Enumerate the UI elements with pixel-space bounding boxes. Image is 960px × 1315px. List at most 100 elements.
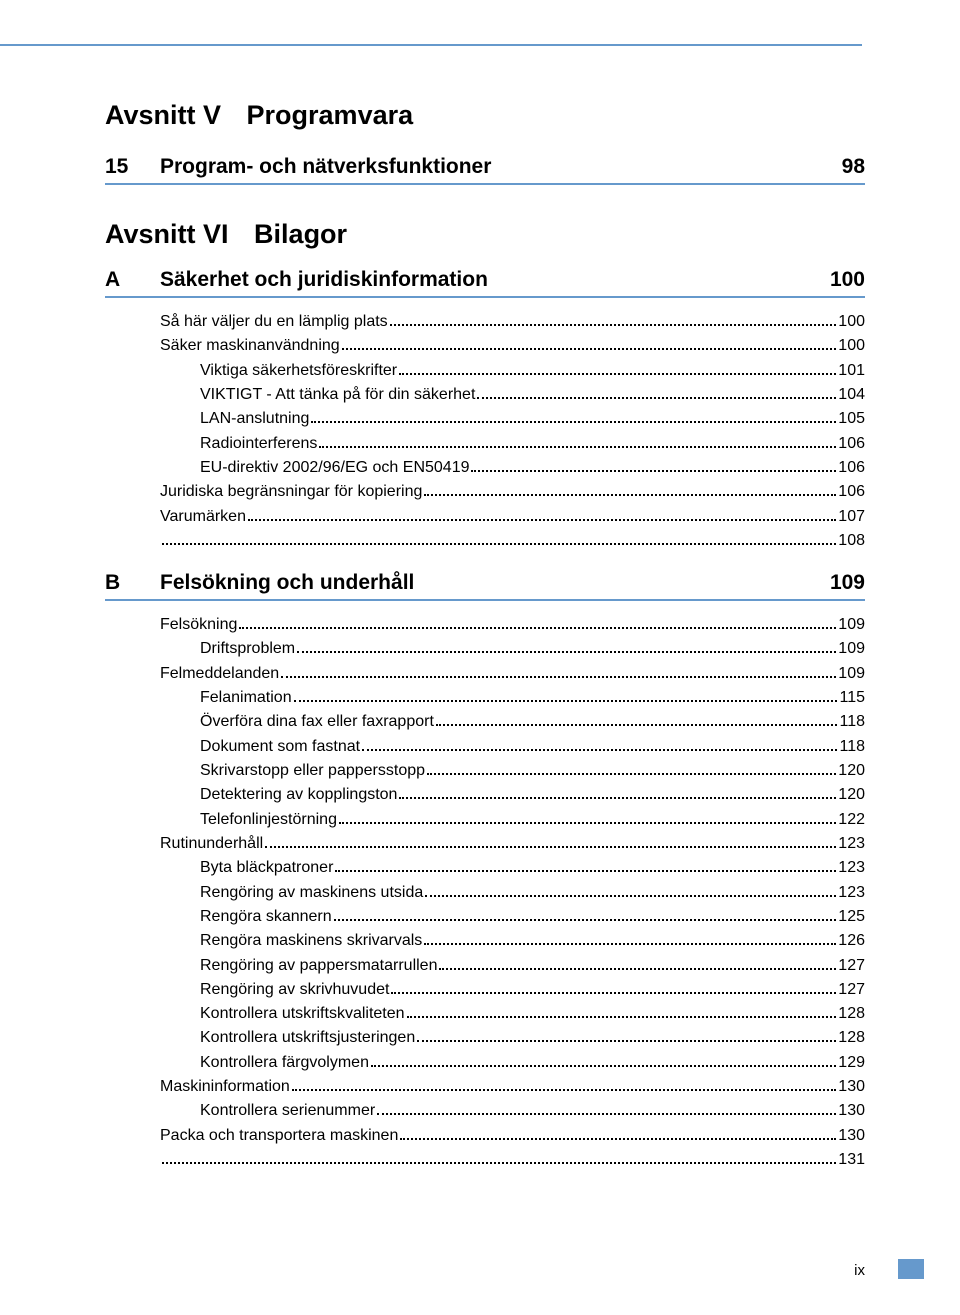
chapter-title: Program- och nätverksfunktioner <box>160 155 834 179</box>
leader-dots <box>265 846 836 848</box>
leader-dots <box>162 1162 836 1164</box>
toc-entry-label: Dokument som fastnat <box>200 735 360 759</box>
toc-entry-page: 123 <box>838 856 865 880</box>
toc-entry-label: Juridiska begränsningar för kopiering <box>160 480 422 504</box>
leader-dots <box>294 700 838 702</box>
page-content: Avsnitt V Programvara 15 Program- och nä… <box>0 0 960 1172</box>
leader-dots <box>399 797 836 799</box>
toc-entry-page: 100 <box>838 310 865 334</box>
toc-entry-page: 127 <box>838 954 865 978</box>
toc-entry: Kontrollera serienummer 130 <box>105 1099 865 1123</box>
leader-dots <box>439 968 836 970</box>
leader-dots <box>427 773 836 775</box>
leader-dots <box>334 919 837 921</box>
chapter-number: 15 <box>105 155 160 179</box>
section-vi-title: Avsnitt VI Bilagor <box>105 219 865 250</box>
toc-entry-page: 128 <box>838 1002 865 1026</box>
toc-entry-label: Överföra dina fax eller faxrapport <box>200 710 434 734</box>
leader-dots <box>342 348 837 350</box>
leader-dots <box>335 870 836 872</box>
corner-tab <box>898 1259 924 1279</box>
toc-entry-label: Byta bläckpatroner <box>200 856 333 880</box>
toc-entry: Detektering av kopplingston120 <box>105 783 865 807</box>
leader-dots <box>417 1040 836 1042</box>
toc-entry-label: Radiointerferens <box>200 432 317 456</box>
toc-entry-label: Rengöring av skrivhuvudet <box>200 978 389 1002</box>
toc-entry-page: 130 <box>838 1124 865 1148</box>
toc-entry-label: Rengöring av maskinens utsida <box>200 881 423 905</box>
toc-entry-label: Rengöring av pappersmatarrullen <box>200 954 437 978</box>
toc-entry-page: 123 <box>838 881 865 905</box>
leader-dots <box>377 1113 836 1115</box>
section-v-title: Avsnitt V Programvara <box>105 100 865 131</box>
toc-entry: 108 <box>105 529 865 553</box>
toc-entry-label: Kontrollera serienummer <box>200 1099 375 1123</box>
toc-entry-page: 127 <box>838 978 865 1002</box>
toc-entry-label: Packa och transportera maskinen <box>160 1124 398 1148</box>
toc-entry-page: 106 <box>838 480 865 504</box>
toc-entry: Packa och transportera maskinen 130 <box>105 1124 865 1148</box>
toc-entry-label: VIKTIGT - Att tänka på för din säkerhet <box>200 383 475 407</box>
toc-entry: VIKTIGT - Att tänka på för din säkerhet 1… <box>105 383 865 407</box>
leader-dots <box>471 470 836 472</box>
toc-entry-label: Felanimation <box>200 686 292 710</box>
toc-entry-page: 109 <box>838 637 865 661</box>
toc-entry-label: Driftsproblem <box>200 637 295 661</box>
toc-entry-page: 104 <box>838 383 865 407</box>
toc-entry-page: 130 <box>838 1099 865 1123</box>
leader-dots <box>162 543 836 545</box>
toc-entry-page: 120 <box>838 783 865 807</box>
toc-entry-page: 118 <box>839 710 865 734</box>
toc-entry-page: 105 <box>838 407 865 431</box>
page-number: ix <box>854 1262 865 1279</box>
leader-dots <box>292 1089 836 1091</box>
section-vi-part: Avsnitt VI <box>105 219 229 249</box>
toc-entry: Skrivarstopp eller pappersstopp 120 <box>105 759 865 783</box>
leader-dots <box>390 324 837 326</box>
leader-dots <box>371 1065 836 1067</box>
toc-entry-label: Viktiga säkerhetsföreskrifter <box>200 359 397 383</box>
toc-entry-page: 126 <box>838 929 865 953</box>
leader-dots <box>281 676 836 678</box>
appendix-a-page: 100 <box>822 268 865 292</box>
toc-entry-page: 109 <box>838 662 865 686</box>
toc-entry: EU-direktiv 2002/96/EG och EN50419106 <box>105 456 865 480</box>
section-v-part: Avsnitt V <box>105 100 221 130</box>
toc-entry: Telefonlinjestörning122 <box>105 808 865 832</box>
appendix-b: B Felsökning och underhåll 109 Felsöknin… <box>105 571 865 1172</box>
toc-entry-label: Kontrollera utskriftsjusteringen <box>200 1026 415 1050</box>
toc-entry: Säker maskinanvändning100 <box>105 334 865 358</box>
toc-entry: 131 <box>105 1148 865 1172</box>
toc-entry-label: Maskininformation <box>160 1075 290 1099</box>
leader-dots <box>424 494 836 496</box>
section-v-name: Programvara <box>247 100 414 130</box>
appendix-b-letter: B <box>105 571 160 595</box>
toc-entry-page: 107 <box>838 505 865 529</box>
toc-entry-label: Skrivarstopp eller pappersstopp <box>200 759 425 783</box>
leader-dots <box>400 1138 836 1140</box>
toc-entry-page: 125 <box>838 905 865 929</box>
leader-dots <box>297 651 836 653</box>
leader-dots <box>248 519 836 521</box>
toc-entry-label: Felmeddelanden <box>160 662 279 686</box>
toc-entry: Juridiska begränsningar för kopiering 106 <box>105 480 865 504</box>
toc-entry: LAN-anslutning 105 <box>105 407 865 431</box>
toc-entry: Kontrollera färgvolymen129 <box>105 1051 865 1075</box>
toc-entry-label: Säker maskinanvändning <box>160 334 340 358</box>
toc-entry: Kontrollera utskriftskvaliteten 128 <box>105 1002 865 1026</box>
leader-dots <box>399 373 836 375</box>
appendix-a: A Säkerhet och juridiskinformation 100 S… <box>105 268 865 553</box>
toc-entry-label: LAN-anslutning <box>200 407 309 431</box>
leader-dots <box>319 446 836 448</box>
leader-dots <box>391 992 836 994</box>
toc-entry-label: Kontrollera utskriftskvaliteten <box>200 1002 405 1026</box>
toc-entry-label: Varumärken <box>160 505 246 529</box>
toc-entry: Rengöra skannern125 <box>105 905 865 929</box>
toc-entry-page: 106 <box>838 432 865 456</box>
toc-entry-page: 131 <box>838 1148 865 1172</box>
leader-dots <box>362 749 837 751</box>
appendix-b-page: 109 <box>822 571 865 595</box>
toc-entry-label: Så här väljer du en lämplig plats <box>160 310 388 334</box>
toc-entry-page: 120 <box>838 759 865 783</box>
toc-entry-page: 118 <box>839 735 865 759</box>
